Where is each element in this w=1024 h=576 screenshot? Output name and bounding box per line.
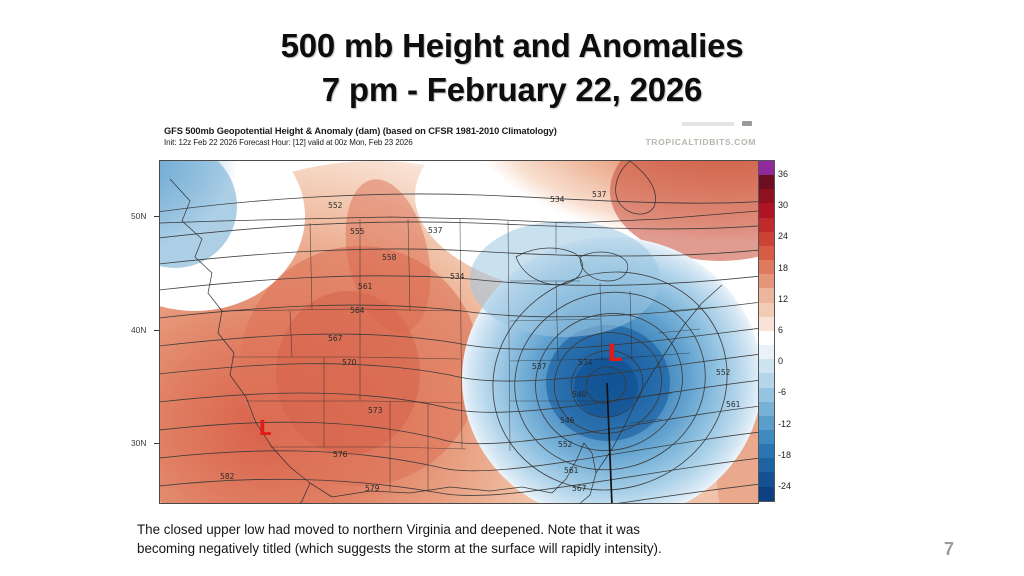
colorbar-segment	[759, 161, 774, 176]
latitude-label: 40N	[131, 324, 147, 335]
colorbar-segment	[759, 203, 774, 218]
figure-title: GFS 500mb Geopotential Height & Anomaly …	[164, 126, 557, 136]
title-line-2: 7 pm - February 22, 2026	[321, 70, 703, 108]
svg-text:567: 567	[572, 484, 587, 493]
weather-map-figure: GFS 500mb Geopotential Height & Anomaly …	[131, 126, 791, 506]
title-line-1: 500 mb Height and Anomalies	[280, 27, 744, 64]
svg-text:579: 579	[365, 484, 380, 493]
colorbar-tick-label: -12	[778, 418, 792, 429]
colorbar-tick-label: 12	[778, 293, 789, 304]
colorbar-tick-label: 36	[778, 169, 789, 179]
colorbar-segment	[759, 486, 774, 501]
slide-number: 7	[944, 539, 955, 559]
colorbar-strip	[758, 160, 775, 502]
slide-caption: The closed upper low had moved to northe…	[137, 521, 837, 558]
svg-text:555: 555	[350, 227, 365, 236]
latitude-tick	[154, 329, 159, 331]
colorbar-segment	[759, 175, 774, 190]
page-title: 500 mb Height and Anomalies 7 pm - Febru…	[0, 24, 1024, 111]
svg-text:534: 534	[578, 358, 593, 367]
colorbar-tick-label: 6	[778, 325, 784, 335]
svg-text:561: 561	[358, 282, 373, 291]
svg-text:552: 552	[558, 440, 573, 449]
colorbar-tick-label: 0	[778, 356, 784, 367]
svg-text:534: 534	[550, 195, 565, 204]
svg-text:561: 561	[726, 400, 741, 409]
colorbar-segment	[759, 231, 774, 246]
cropped-ui-remnant	[682, 122, 734, 126]
map-panel[interactable]: 552 555 558 561 564 567 570 573 576 579 …	[159, 160, 759, 504]
colorbar-segment	[759, 401, 774, 416]
colorbar-segment	[759, 387, 774, 402]
latitude-label: 50N	[131, 211, 147, 222]
latitude-tick	[154, 442, 159, 444]
svg-text:558: 558	[382, 253, 397, 262]
svg-text:576: 576	[333, 450, 348, 459]
colorbar-segment	[759, 189, 774, 204]
svg-text:537: 537	[592, 190, 607, 199]
colorbar-tick-label: -18	[778, 449, 792, 460]
svg-text:582: 582	[220, 472, 235, 481]
colorbar-segment	[759, 260, 774, 275]
colorbar-segment	[759, 245, 774, 261]
colorbar-segment	[759, 302, 774, 317]
svg-text:L: L	[259, 416, 272, 440]
colorbar-segment	[759, 444, 774, 459]
caption-line-2: becoming negatively titled (which sugges…	[137, 540, 662, 556]
colorbar-segment	[759, 330, 774, 346]
caption-line-1: The closed upper low had moved to northe…	[137, 522, 640, 537]
colorbar-segment	[759, 415, 774, 430]
colorbar-segment	[759, 429, 774, 445]
svg-text:537: 537	[532, 362, 547, 371]
svg-text:570: 570	[342, 358, 357, 367]
colorbar-segment	[759, 359, 774, 374]
svg-text:573: 573	[368, 406, 383, 415]
colorbar-segment	[759, 274, 774, 289]
svg-text:552: 552	[328, 201, 343, 210]
colorbar-segment	[759, 472, 774, 487]
svg-text:537: 537	[428, 226, 443, 235]
colorbar-segment	[759, 345, 774, 360]
map-canvas: 552 555 558 561 564 567 570 573 576 579 …	[160, 161, 758, 503]
colorbar-segment	[759, 217, 774, 232]
colorbar-tick-label: 18	[778, 262, 789, 273]
cropped-ui-remnant	[742, 121, 752, 126]
svg-text:561: 561	[564, 466, 579, 475]
latitude-label: 30N	[131, 437, 147, 448]
colorbar-segment	[759, 288, 774, 303]
svg-text:534: 534	[450, 272, 465, 281]
colorbar-tick-label: -6	[778, 387, 787, 398]
colorbar-segment	[759, 316, 774, 331]
svg-text:564: 564	[350, 306, 365, 315]
colorbar-tick-label: -24	[778, 481, 792, 491]
colorbar-segment	[759, 373, 774, 388]
svg-text:552: 552	[716, 368, 731, 377]
figure-header: GFS 500mb Geopotential Height & Anomaly …	[164, 126, 784, 147]
figure-subtitle: Init: 12z Feb 22 2026 Forecast Hour: [12…	[164, 138, 413, 147]
svg-text:546: 546	[560, 416, 575, 425]
colorbar-segment	[759, 458, 774, 473]
svg-text:567: 567	[328, 334, 343, 343]
latitude-tick	[154, 216, 159, 218]
colorbar-tick-label: 24	[778, 231, 789, 242]
watermark-label: TROPICALTIDBITS.COM	[645, 137, 756, 147]
svg-text:L: L	[607, 339, 622, 367]
anomaly-colorbar: 36 30 24 18 12 6 0 -6 -12 -18 -24	[758, 160, 804, 502]
svg-text:540: 540	[572, 390, 587, 399]
colorbar-tick-label: 30	[778, 200, 789, 211]
